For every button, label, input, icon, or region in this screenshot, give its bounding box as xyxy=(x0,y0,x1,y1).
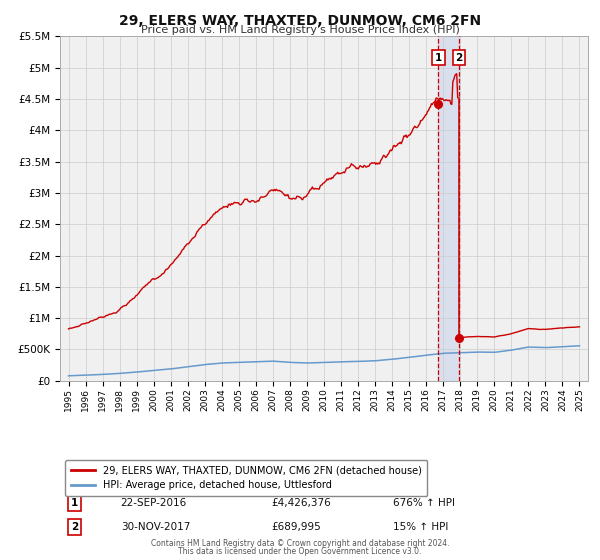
Text: 2: 2 xyxy=(71,522,79,532)
Text: 2: 2 xyxy=(455,53,463,63)
Text: 30-NOV-2017: 30-NOV-2017 xyxy=(121,522,190,532)
Text: 676% ↑ HPI: 676% ↑ HPI xyxy=(392,498,455,508)
Text: 1: 1 xyxy=(435,53,442,63)
Text: £689,995: £689,995 xyxy=(271,522,321,532)
Text: 1: 1 xyxy=(71,498,79,508)
Bar xyxy=(439,36,459,381)
Text: Price paid vs. HM Land Registry's House Price Index (HPI): Price paid vs. HM Land Registry's House … xyxy=(140,25,460,35)
Text: This data is licensed under the Open Government Licence v3.0.: This data is licensed under the Open Gov… xyxy=(178,547,422,556)
Text: 29, ELERS WAY, THAXTED, DUNMOW, CM6 2FN: 29, ELERS WAY, THAXTED, DUNMOW, CM6 2FN xyxy=(119,14,481,28)
Legend: 29, ELERS WAY, THAXTED, DUNMOW, CM6 2FN (detached house), HPI: Average price, de: 29, ELERS WAY, THAXTED, DUNMOW, CM6 2FN … xyxy=(65,460,427,496)
Text: Contains HM Land Registry data © Crown copyright and database right 2024.: Contains HM Land Registry data © Crown c… xyxy=(151,539,449,548)
Text: 22-SEP-2016: 22-SEP-2016 xyxy=(121,498,187,508)
Text: £4,426,376: £4,426,376 xyxy=(271,498,331,508)
Text: 15% ↑ HPI: 15% ↑ HPI xyxy=(392,522,448,532)
